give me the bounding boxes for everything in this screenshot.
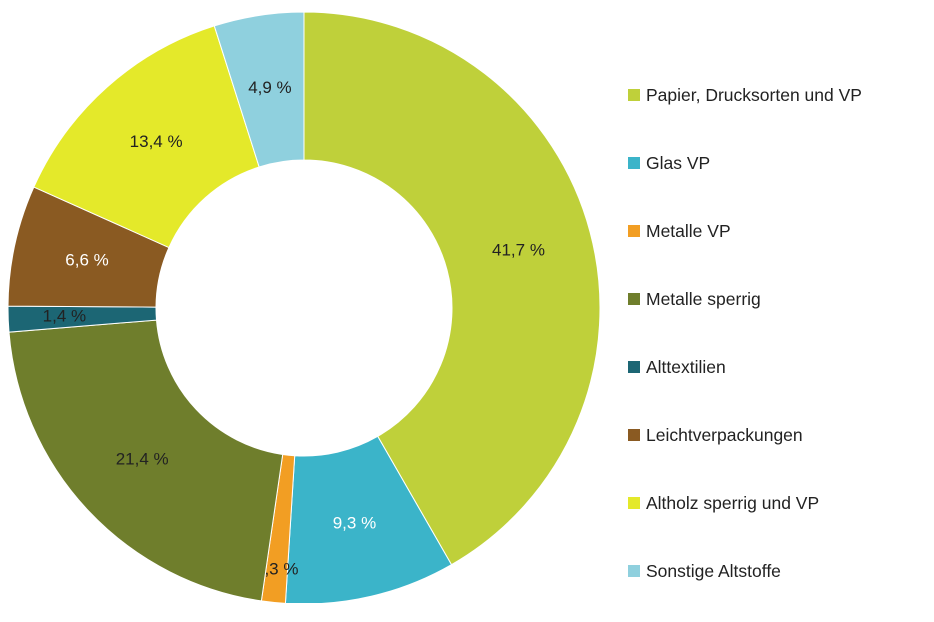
legend-swatch bbox=[628, 565, 640, 577]
legend-swatch bbox=[628, 497, 640, 509]
legend-label: Glas VP bbox=[646, 152, 711, 173]
slice-glas-vp bbox=[284, 435, 453, 603]
legend-swatch bbox=[628, 361, 640, 373]
legend-label: Sonstige Altstoffe bbox=[646, 560, 781, 581]
legend-swatch bbox=[628, 293, 640, 305]
legend-label: Papier, Drucksorten und VP bbox=[646, 84, 862, 105]
slice-label-altholz-sperrig-und-vp: 13,4 % bbox=[130, 132, 183, 151]
slice-label-alttextilien: 1,4 % bbox=[43, 307, 86, 326]
legend-item-altholz-sperrig-und-vp: Altholz sperrig und VP bbox=[628, 486, 862, 520]
slice-sonstige-altstoffe bbox=[213, 11, 305, 168]
slice-label-papier-drucksorten-und-vp: 41,7 % bbox=[492, 240, 545, 259]
legend-label: Leichtverpackungen bbox=[646, 424, 803, 445]
legend-item-metalle-vp: Metalle VP bbox=[628, 214, 862, 248]
slice-altholz-sperrig-und-vp bbox=[33, 25, 260, 249]
legend-label: Metalle sperrig bbox=[646, 288, 761, 309]
legend-item-leichtverpackungen: Leichtverpackungen bbox=[628, 418, 862, 452]
chart-legend: Papier, Drucksorten und VP Glas VP Metalle… bbox=[628, 78, 862, 622]
slice-label-glas-vp: 9,3 % bbox=[333, 514, 376, 533]
legend-label: Altholz sperrig und VP bbox=[646, 492, 820, 513]
legend-item-alttextilien: Alttextilien bbox=[628, 350, 862, 384]
donut-chart: 41,7 %9,3 %1,3 %21,4 %1,4 %6,6 %13,4 %4,… bbox=[7, 11, 601, 603]
legend-label: Metalle VP bbox=[646, 220, 731, 241]
legend-label: Alttextilien bbox=[646, 356, 726, 377]
slice-label-sonstige-altstoffe: 4,9 % bbox=[248, 78, 291, 97]
legend-swatch bbox=[628, 89, 640, 101]
legend-item-papier-drucksorten-und-vp: Papier, Drucksorten und VP bbox=[628, 78, 862, 112]
legend-item-glas-vp: Glas VP bbox=[628, 146, 862, 180]
slice-metalle-sperrig bbox=[8, 319, 284, 602]
legend-swatch bbox=[628, 225, 640, 237]
slice-label-leichtverpackungen: 6,6 % bbox=[65, 250, 108, 269]
slice-papier-drucksorten-und-vp bbox=[303, 11, 601, 566]
legend-swatch bbox=[628, 157, 640, 169]
legend-swatch bbox=[628, 429, 640, 441]
legend-item-sonstige-altstoffe: Sonstige Altstoffe bbox=[628, 554, 862, 588]
legend-item-metalle-sperrig: Metalle sperrig bbox=[628, 282, 862, 316]
slice-label-metalle-sperrig: 21,4 % bbox=[116, 449, 169, 468]
